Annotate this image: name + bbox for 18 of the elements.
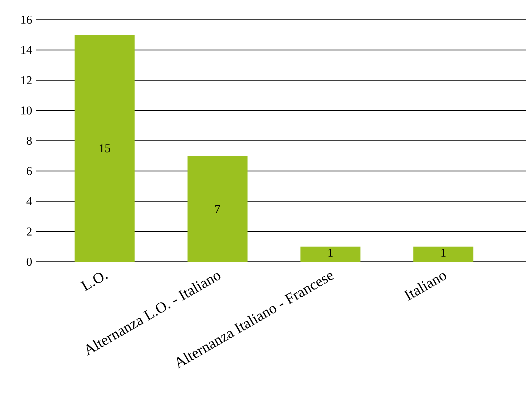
y-tick-label: 2 <box>27 228 32 236</box>
y-tick-label: 6 <box>26 167 32 176</box>
data-label: 15 <box>100 144 110 153</box>
y-tick-label: 12 <box>22 76 32 84</box>
bar <box>300 246 361 262</box>
x-tick-label: L.O. <box>80 273 108 292</box>
bar <box>74 35 135 262</box>
bar <box>188 156 248 262</box>
y-tick-label: 8 <box>26 136 32 146</box>
y-tick-label: 16 <box>22 16 32 24</box>
data-label: 1 <box>328 248 333 257</box>
y-tick-label: 4 <box>26 198 32 206</box>
y-tick-label: 0 <box>26 258 32 266</box>
y-tick-label: 10 <box>22 106 32 115</box>
data-label: 1 <box>442 248 446 257</box>
data-label: 7 <box>216 205 220 213</box>
bar <box>414 246 474 262</box>
y-tick-label: 14 <box>22 46 32 54</box>
